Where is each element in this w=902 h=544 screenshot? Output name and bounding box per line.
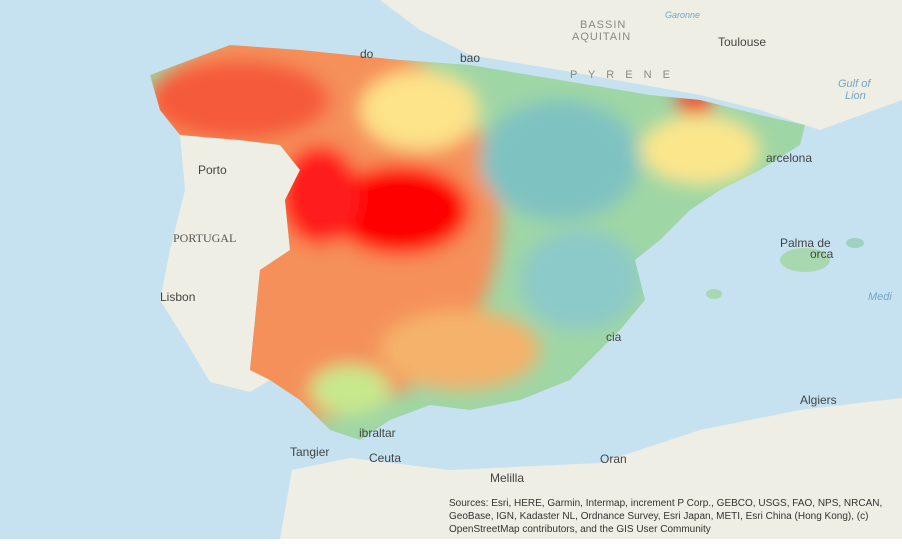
label: PORTUGAL: [173, 231, 236, 245]
attribution: Sources: Esri, HERE, Garmin, Intermap, i…: [449, 498, 883, 535]
label: Porto: [198, 163, 227, 177]
label: Palma de: [780, 236, 831, 250]
label: Algiers: [800, 393, 837, 407]
label: orca: [810, 247, 834, 261]
label: arcelona: [766, 151, 812, 165]
label: Oran: [600, 452, 627, 466]
label: Toulouse: [718, 35, 766, 49]
island-mallorca: [780, 248, 830, 272]
land-africa: [280, 398, 902, 539]
label: Tangier: [290, 445, 329, 459]
land-france: [380, 0, 902, 130]
label: do: [360, 47, 374, 61]
label: Lisbon: [160, 290, 195, 304]
label: AQUITAIN: [572, 31, 631, 43]
label: BASSIN: [580, 19, 626, 31]
island-ibiza: [706, 289, 722, 299]
label: Garonne: [665, 10, 700, 20]
label: Gulf of: [838, 78, 871, 90]
label: Medi: [868, 291, 892, 303]
label: cia: [606, 330, 622, 344]
island-menorca: [846, 238, 864, 248]
land-portugal: [160, 135, 300, 392]
label: bao: [460, 51, 480, 65]
label: Melilla: [490, 471, 524, 485]
label: Lion: [845, 90, 866, 102]
label: Ceuta: [369, 451, 401, 465]
label: P Y R E N E: [570, 69, 674, 81]
label: ibraltar: [359, 426, 396, 440]
